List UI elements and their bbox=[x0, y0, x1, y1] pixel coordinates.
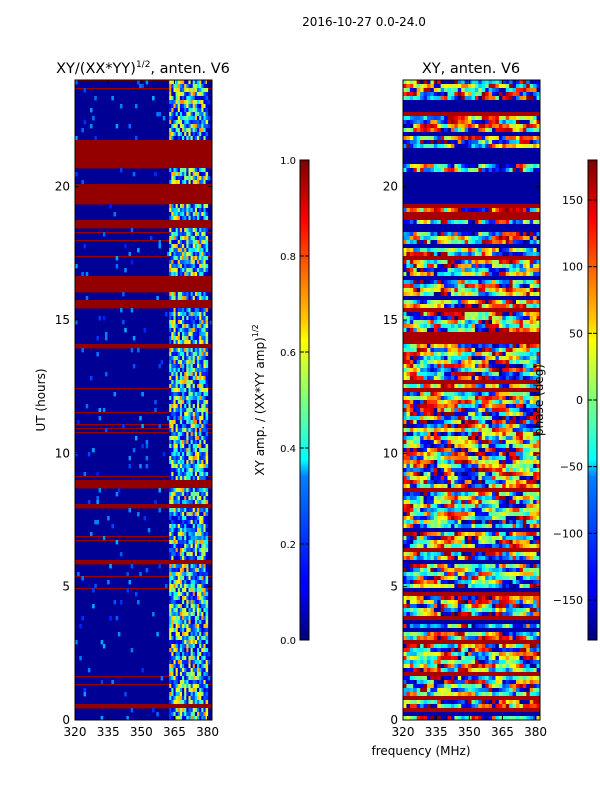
amplitude-colorbar-tick-label: 0.8 bbox=[280, 252, 296, 263]
amplitude-y-tick-label-0: 0 bbox=[62, 713, 70, 727]
phase-plot-frame bbox=[402, 79, 541, 721]
phase-y-tick-label-20: 20 bbox=[383, 180, 398, 194]
amplitude-x-tick-label-320: 320 bbox=[64, 725, 87, 739]
phase-panel: XY, anten. V6 320 335 350 365 380 0 5 10 15 20 fr… bbox=[371, 61, 547, 758]
phase-x-tick-label-335: 335 bbox=[425, 725, 448, 739]
phase-axis-ticks: 320 335 350 365 380 0 5 10 15 20 bbox=[383, 80, 547, 739]
amplitude-y-axis-label: UT (hours) bbox=[34, 368, 48, 431]
amplitude-panel: XY/(XX*YY)1/2, anten. V6 320 335 350 365 380… bbox=[34, 60, 230, 739]
amplitude-plot-frame bbox=[74, 79, 213, 721]
phase-colorbar-tick-label: 150 bbox=[562, 194, 583, 207]
amplitude-x-tick-label-365: 365 bbox=[163, 725, 186, 739]
amplitude-axis-ticks: 320 335 350 365 380 0 5 10 15 20 bbox=[55, 80, 219, 739]
phase-x-tick-label-320: 320 bbox=[392, 725, 415, 739]
amplitude-colorbar-label: XY amp. / (XX*YY amp)1/2 bbox=[251, 324, 267, 475]
amplitude-panel-title: XY/(XX*YY)1/2, anten. V6 bbox=[56, 60, 230, 77]
figure-suptitle: 2016-10-27 0.0-24.0 bbox=[302, 15, 426, 29]
amplitude-colorbar: 0.0 0.2 0.4 0.6 0.8 1.0 XY amp. / (XX*YY amp)… bbox=[251, 156, 310, 647]
amplitude-colorbar-gradient bbox=[299, 159, 310, 641]
amplitude-colorbar-tick-label: 0.4 bbox=[280, 444, 296, 455]
amplitude-colorbar-tick-label: 0.0 bbox=[280, 636, 296, 647]
phase-x-axis-label: frequency (MHz) bbox=[371, 744, 470, 758]
phase-heatmap bbox=[403, 80, 541, 721]
amplitude-x-tick-label-335: 335 bbox=[97, 725, 120, 739]
phase-colorbar-tick-label: −50 bbox=[560, 461, 583, 474]
phase-colorbar-tick-label: 0 bbox=[576, 394, 583, 407]
phase-y-tick-label-5: 5 bbox=[390, 580, 398, 594]
phase-colorbar-tick-label: 50 bbox=[569, 327, 583, 340]
amplitude-y-tick-label-5: 5 bbox=[62, 580, 70, 594]
amplitude-y-tick-label-20: 20 bbox=[55, 180, 70, 194]
phase-colorbar-tick-label: −150 bbox=[553, 594, 583, 607]
amplitude-heatmap bbox=[75, 80, 213, 721]
amplitude-y-tick-label-10: 10 bbox=[55, 446, 70, 460]
phase-colorbar: 150 100 50 0 −50 −100 −150 phase (deg) bbox=[532, 159, 598, 641]
phase-y-tick-label-15: 15 bbox=[383, 313, 398, 327]
phase-colorbar-tick-label: −100 bbox=[553, 527, 583, 540]
amplitude-colorbar-tick-label: 0.6 bbox=[280, 348, 296, 359]
phase-x-tick-label-365: 365 bbox=[491, 725, 514, 739]
phase-colorbar-label: phase (deg) bbox=[532, 364, 546, 436]
amplitude-colorbar-tick-label: 0.2 bbox=[280, 540, 296, 551]
phase-colorbar-tick-label: 100 bbox=[562, 261, 583, 274]
amplitude-x-tick-label-350: 350 bbox=[130, 725, 153, 739]
phase-y-tick-label-10: 10 bbox=[383, 446, 398, 460]
amplitude-x-tick-label-380: 380 bbox=[196, 725, 219, 739]
phase-x-tick-label-350: 350 bbox=[458, 725, 481, 739]
phase-y-tick-label-0: 0 bbox=[390, 713, 398, 727]
amplitude-colorbar-tick-label: 1.0 bbox=[280, 156, 296, 167]
amplitude-y-tick-label-15: 15 bbox=[55, 313, 70, 327]
phase-panel-title: XY, anten. V6 bbox=[422, 61, 520, 77]
phase-x-tick-label-380: 380 bbox=[524, 725, 547, 739]
